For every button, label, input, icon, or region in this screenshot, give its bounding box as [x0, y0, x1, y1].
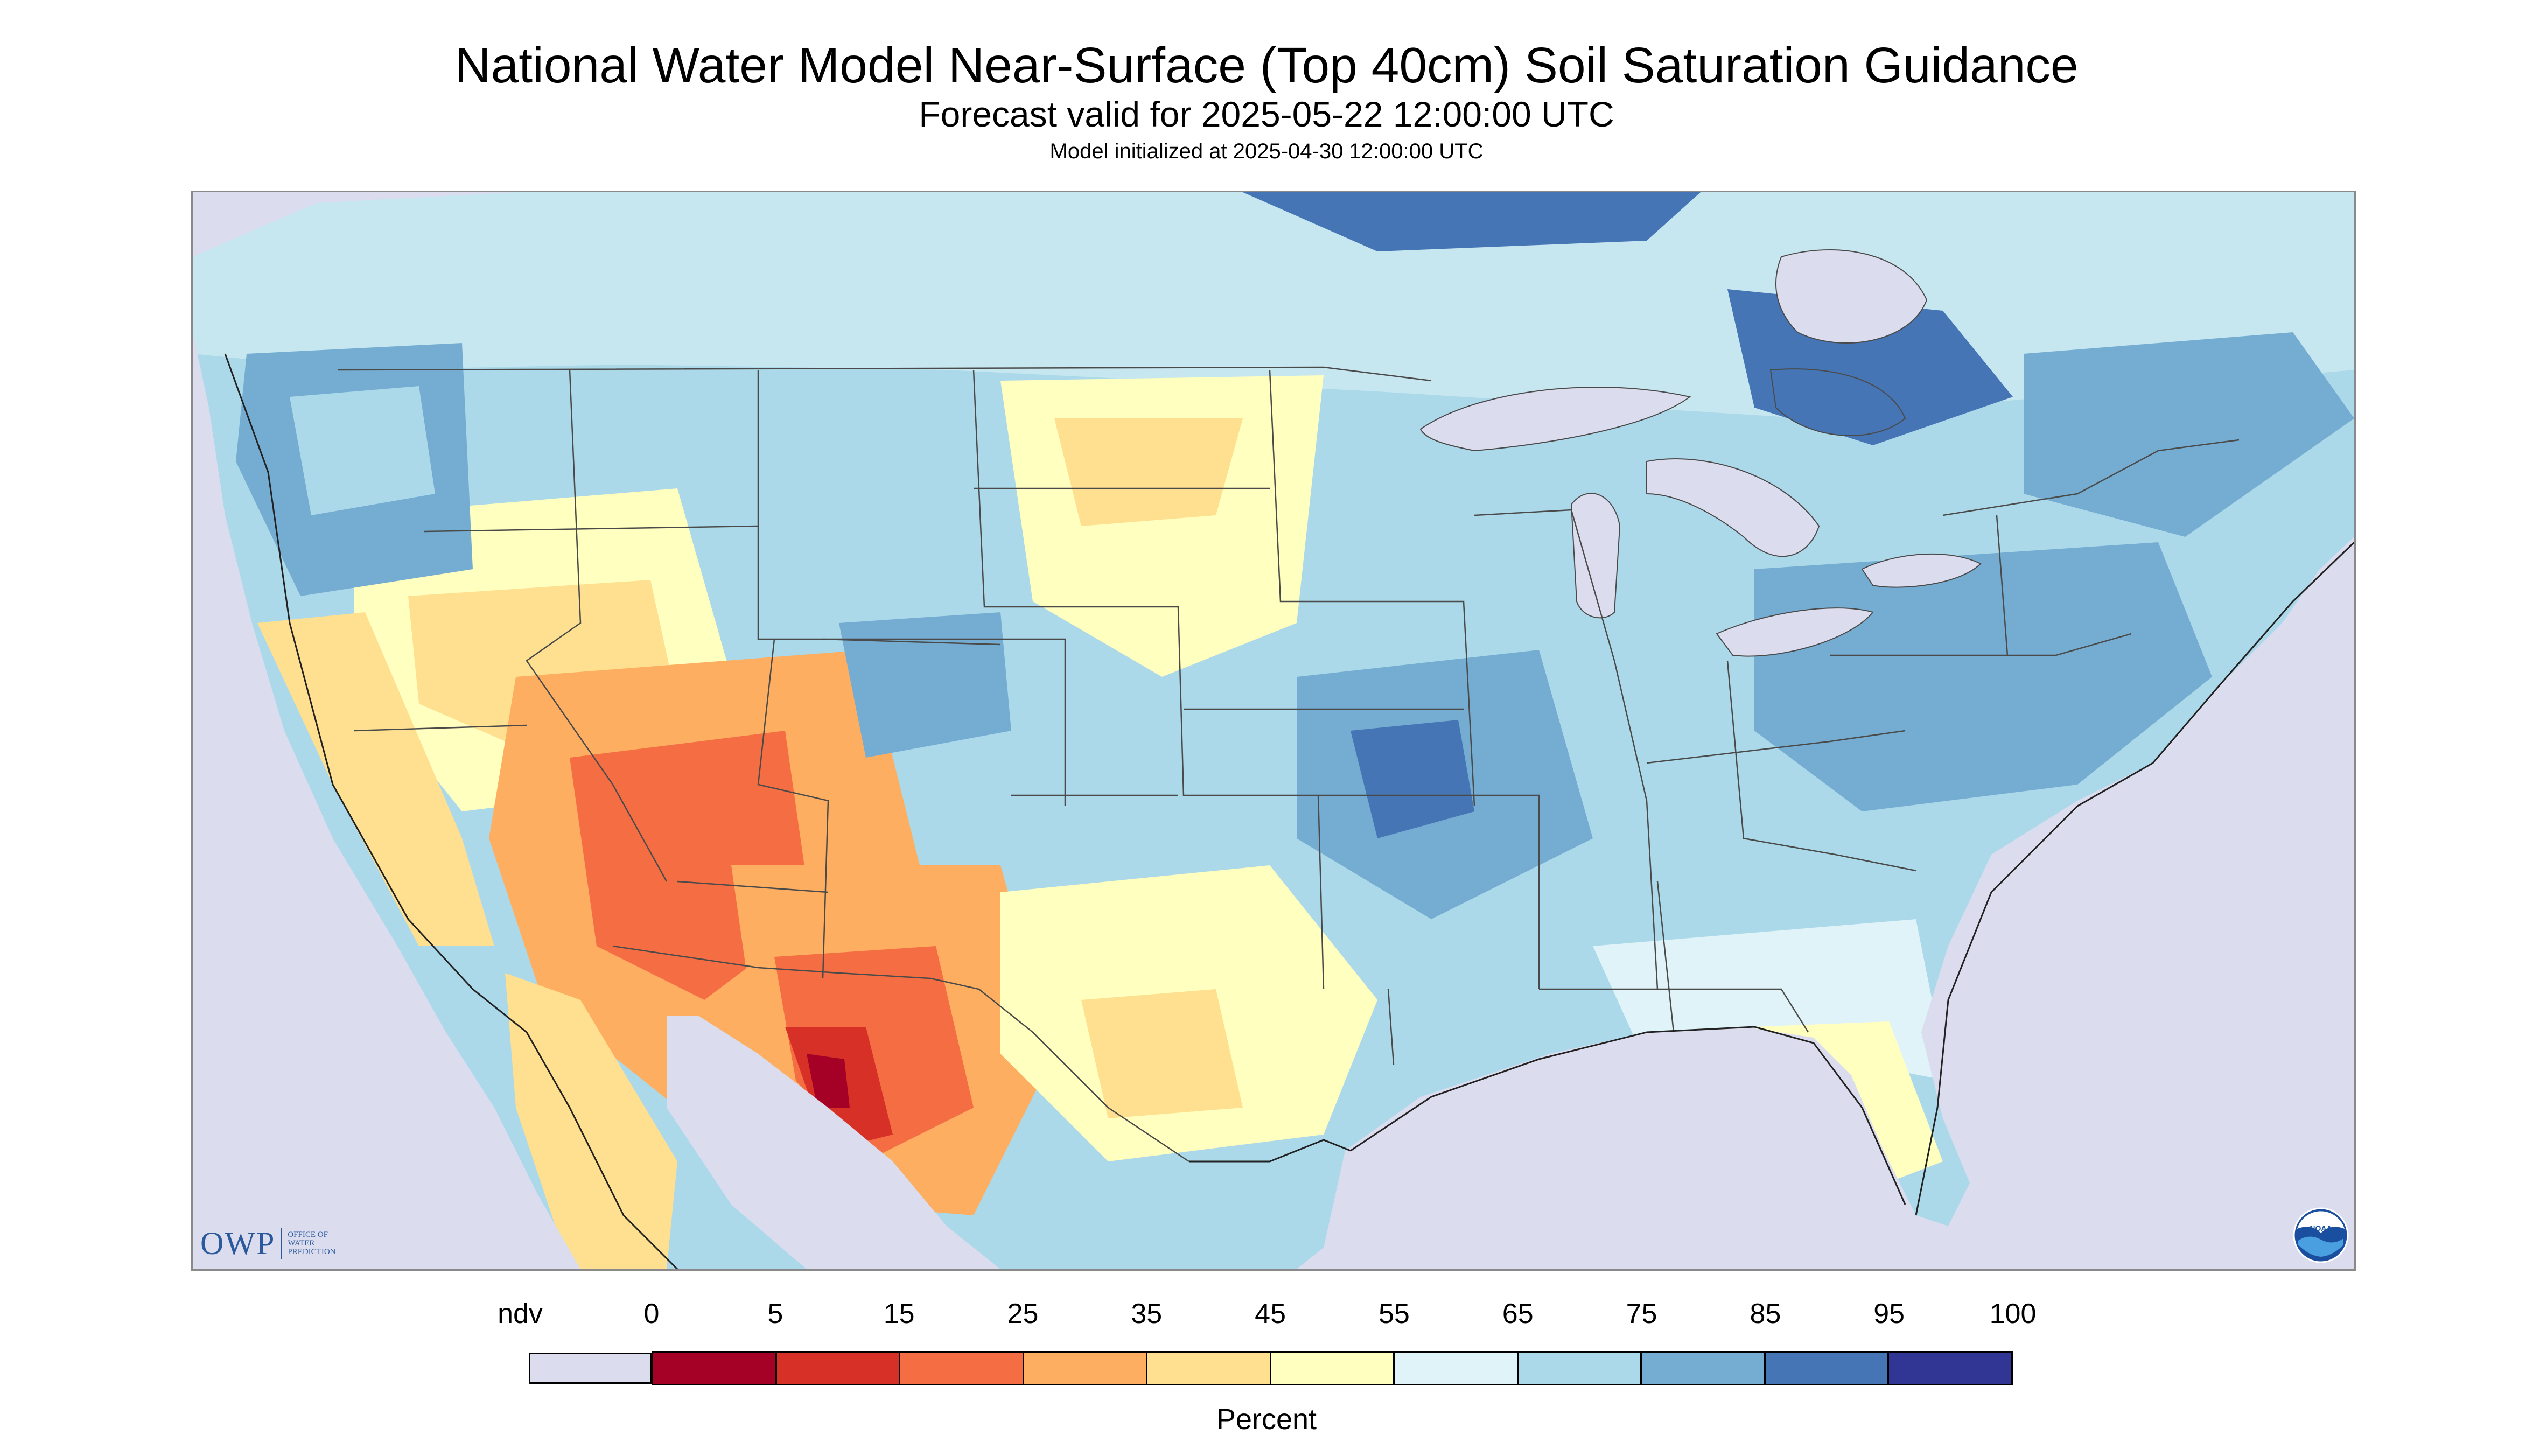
legend-tick-100: 100 — [1989, 1298, 2037, 1329]
legend-tick-15: 15 — [883, 1298, 915, 1329]
legend-ndv-swatch — [529, 1353, 652, 1384]
legend-swatch-35-45 — [1147, 1353, 1271, 1384]
legend-tick-55: 55 — [1378, 1298, 1410, 1329]
map-title: National Water Model Near-Surface (Top 4… — [454, 37, 2079, 93]
noaa-logo: NOAA — [2293, 1207, 2349, 1263]
owp-divider — [281, 1228, 283, 1259]
coastlines — [224, 353, 2354, 1269]
map-panel[interactable] — [191, 191, 2356, 1271]
owp-subtext: OFFICE OF WATER PREDICTION — [288, 1230, 335, 1256]
legend-swatch-25-35 — [1024, 1353, 1148, 1384]
legend-swatch-85-95 — [1765, 1353, 1890, 1384]
legend-swatch-65-75 — [1518, 1353, 1642, 1384]
owp-logo: OWP OFFICE OF WATER PREDICTION — [200, 1224, 336, 1262]
legend-tick-5: 5 — [767, 1298, 783, 1329]
legend-swatch-5-15 — [776, 1353, 901, 1384]
legend-tick-0: 0 — [643, 1298, 660, 1329]
color-legend: ndv 0 5 15 25 35 45 55 65 75 85 95 100 Percent — [0, 1298, 2533, 1438]
legend-swatch-95-100 — [1889, 1353, 2012, 1384]
noaa-logo-text: NOAA — [2310, 1224, 2332, 1233]
model-initialized-text: Model initialized at 2025-04-30 12:00:00… — [1049, 139, 1484, 163]
legend-color-bar — [652, 1351, 2013, 1385]
legend-tick-ndv: ndv — [498, 1298, 543, 1329]
legend-swatch-75-85 — [1642, 1353, 1766, 1384]
legend-tick-75: 75 — [1626, 1298, 1657, 1329]
legend-swatch-55-65 — [1395, 1353, 1519, 1384]
legend-label: Percent — [1216, 1403, 1317, 1436]
legend-tick-95: 95 — [1873, 1298, 1905, 1329]
forecast-valid-subtitle: Forecast valid for 2025-05-22 12:00:00 U… — [919, 94, 1614, 134]
legend-swatch-45-55 — [1271, 1353, 1395, 1384]
legend-tick-45: 45 — [1255, 1298, 1286, 1329]
legend-swatch-0-5 — [653, 1353, 777, 1384]
projection-edge-east — [1991, 515, 2354, 1269]
projection-edge-west — [193, 569, 473, 1269]
owp-line-1: OFFICE OF — [288, 1230, 328, 1239]
owp-line-2: WATER — [288, 1239, 315, 1248]
soil-saturation-map[interactable] — [193, 192, 2354, 1269]
political-borders — [338, 366, 2240, 1163]
owp-line-3: PREDICTION — [288, 1248, 336, 1256]
legend-tick-85: 85 — [1750, 1298, 1781, 1329]
legend-tick-35: 35 — [1131, 1298, 1163, 1329]
owp-mark: OWP — [200, 1225, 276, 1261]
legend-swatch-15-25 — [900, 1353, 1024, 1384]
legend-tick-65: 65 — [1502, 1298, 1534, 1329]
great-lakes — [1419, 249, 1982, 657]
legend-tick-25: 25 — [1007, 1298, 1039, 1329]
